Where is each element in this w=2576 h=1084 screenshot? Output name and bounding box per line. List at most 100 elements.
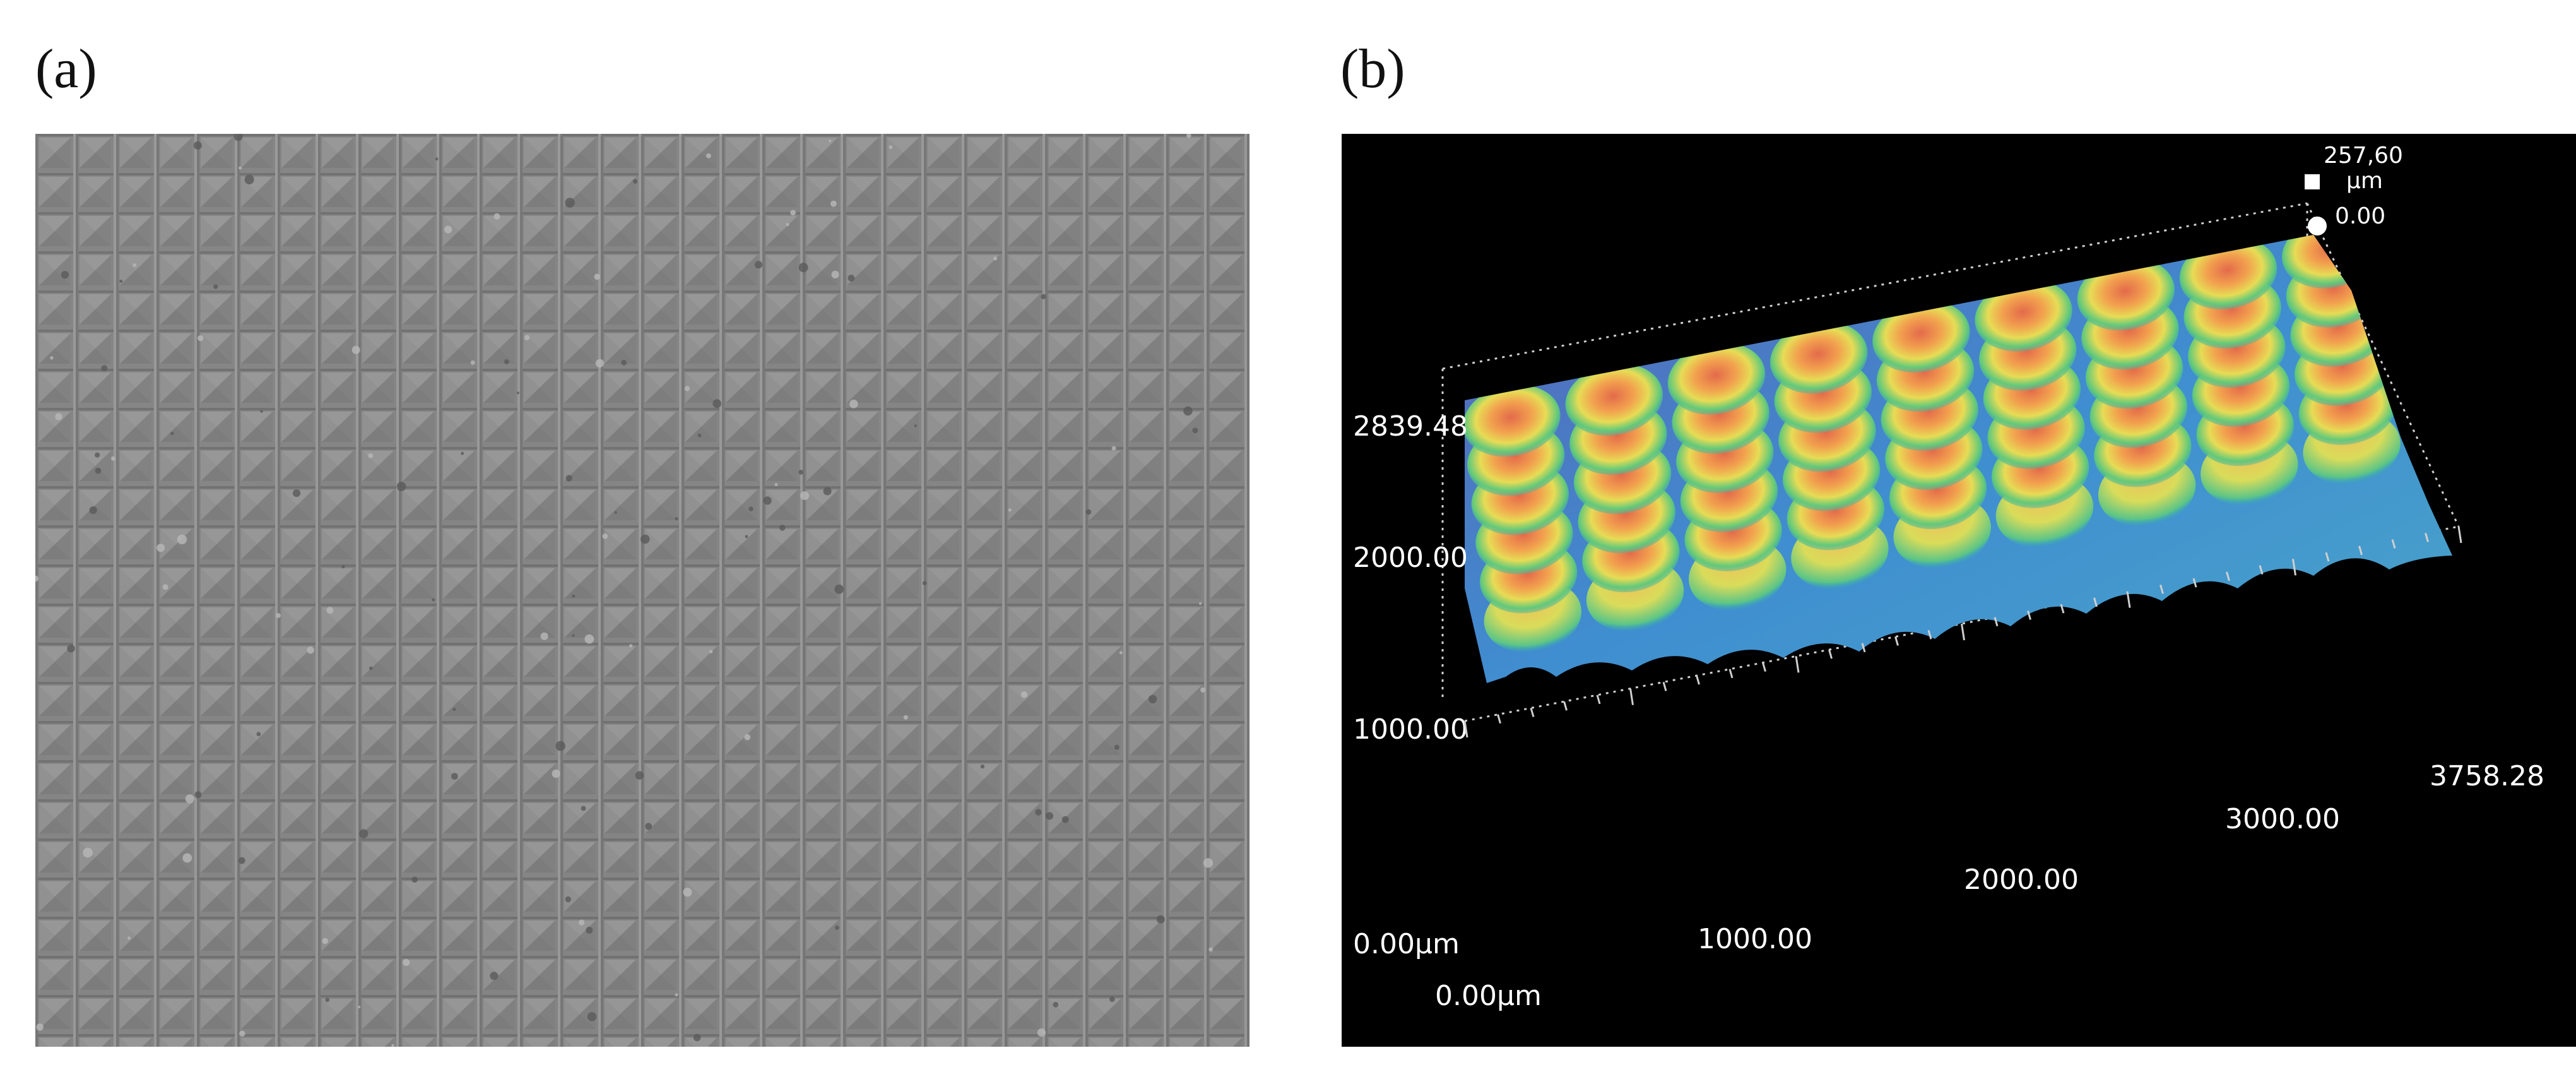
axis-tick (1463, 720, 1468, 738)
surface-pit (244, 174, 254, 184)
surface-pit (798, 263, 808, 273)
surface-pit (36, 1023, 44, 1031)
surface-pit (325, 998, 330, 1003)
surface-pit (352, 345, 360, 354)
axis-tick (2292, 559, 2296, 576)
surface-pit (358, 1006, 361, 1008)
surface-pit (493, 213, 500, 220)
axis-tick (2192, 578, 2197, 588)
surface-pit (411, 876, 418, 883)
surface-pit (565, 896, 571, 903)
surface-pit (213, 284, 218, 289)
axis-tick (1994, 617, 1999, 627)
surface-pit (451, 773, 458, 780)
surface-pit (391, 1044, 394, 1047)
surface-pit (748, 506, 753, 511)
surface-pit (635, 771, 644, 780)
surface-pit (675, 993, 678, 997)
surface-pit (89, 506, 97, 515)
surface-pit (889, 145, 893, 149)
surface-pit (594, 273, 601, 280)
surface-pit (256, 732, 261, 737)
surface-pit (621, 360, 627, 366)
surface-pit (504, 359, 509, 364)
axis-tick-marks (1463, 526, 2462, 738)
axis-tick (1696, 675, 1700, 685)
height-color-legend: 257,60 µm 0.00 (2305, 143, 2403, 235)
surface-pit (239, 166, 242, 170)
surface-pit (629, 644, 633, 648)
axis-tick (1861, 643, 1866, 653)
surface-pit (432, 598, 435, 602)
surface-pit (162, 584, 168, 590)
surface-pit (95, 467, 102, 474)
x-tick-1000: 1000.00 (1698, 923, 1812, 955)
surface-pit (369, 666, 373, 670)
surface-pit (1041, 294, 1046, 299)
surface-pit (1186, 134, 1191, 138)
surface-pit (1109, 996, 1115, 1003)
surface-pit (645, 823, 653, 830)
surface-pit (1053, 1001, 1059, 1008)
axis-tick (1894, 636, 1899, 646)
surface-pit (444, 225, 452, 234)
axis-tick (2457, 526, 2462, 544)
surface-pit (709, 650, 713, 653)
axis-tick (2358, 545, 2363, 556)
surface-pit (260, 410, 263, 413)
surface-pit (50, 356, 54, 360)
surface-pit (763, 496, 772, 505)
y-tick-2000: 2000.00 (1353, 542, 1468, 574)
surface-pit (579, 919, 585, 926)
surface-pit (461, 451, 464, 455)
x-tick-2000: 2000.00 (1964, 864, 2079, 896)
min-marker-icon (2308, 217, 2327, 235)
surface-pit (1119, 651, 1123, 655)
surface-pit (341, 565, 345, 569)
surface-pit (675, 516, 678, 521)
axis-tick (2027, 610, 2031, 620)
surface-pit (586, 926, 593, 934)
surface-pit (238, 857, 245, 864)
surface-pit (823, 487, 832, 496)
surface-pit (396, 482, 406, 491)
surface-pit (1045, 812, 1054, 820)
legend-unit: µm (2346, 168, 2383, 194)
surface-pit (790, 210, 796, 216)
surface-pit (595, 359, 605, 368)
surface-pit (602, 533, 608, 539)
surface-pit (1208, 947, 1214, 952)
surface-pit (1035, 809, 1042, 816)
surface-pit (555, 741, 565, 751)
surface-pit (233, 134, 243, 141)
surface-pit (1111, 446, 1116, 451)
origin-label-y: 0.00µm (1353, 928, 1460, 960)
surface-pit (326, 607, 334, 614)
axis-tick (1662, 681, 1667, 691)
surface-pit (774, 483, 778, 487)
surface-pit (133, 263, 137, 267)
sem-micrograph-panel (35, 134, 1250, 1047)
surface-pit (572, 634, 575, 637)
surface-pit (693, 1033, 701, 1042)
origin-label-x: 0.00µm (1435, 980, 1542, 1012)
surface-pit (980, 764, 985, 769)
surface-pit (1200, 687, 1206, 693)
surface-pit (83, 847, 93, 858)
surface-pit (55, 413, 62, 420)
surface-pit (198, 335, 204, 342)
surface-pit (1148, 694, 1157, 704)
surface-pit (1061, 816, 1069, 823)
surface-pit (110, 456, 115, 461)
axis-tick (2159, 584, 2164, 594)
surface-pit (470, 360, 475, 365)
surface-pit (993, 256, 997, 261)
surface-pit (127, 936, 131, 940)
surface-pit (157, 544, 165, 552)
surface-bump (1975, 279, 2072, 352)
surface-pit (1192, 427, 1198, 434)
surface-pit (706, 153, 711, 158)
surface-pit (61, 271, 69, 279)
surface-pit (170, 431, 174, 436)
surface-pit (712, 399, 722, 408)
